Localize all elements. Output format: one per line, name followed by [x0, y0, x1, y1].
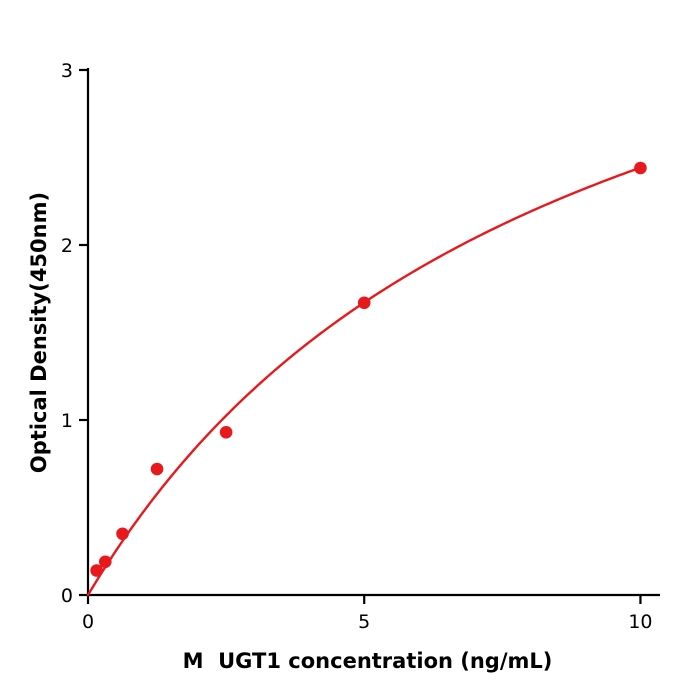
y-tick-label: 0 [61, 585, 73, 607]
data-point [219, 425, 233, 439]
x-tick-label: 5 [358, 611, 370, 633]
data-point [357, 296, 371, 310]
data-point [150, 462, 164, 476]
x-tick-label: 10 [628, 611, 652, 633]
y-tick-label: 2 [61, 235, 73, 257]
fit-curve [86, 166, 642, 597]
x-tick-label: 0 [82, 611, 94, 633]
data-point [90, 564, 103, 577]
x-axis-title: M UGT1 concentration (ng/mL) [183, 649, 553, 673]
y-axis-title: Optical Density(450nm) [27, 192, 51, 473]
y-tick-label: 3 [61, 60, 73, 82]
y-tick-label: 1 [61, 410, 73, 432]
data-point [98, 555, 112, 569]
data-point [116, 527, 129, 541]
data-point [634, 161, 647, 175]
